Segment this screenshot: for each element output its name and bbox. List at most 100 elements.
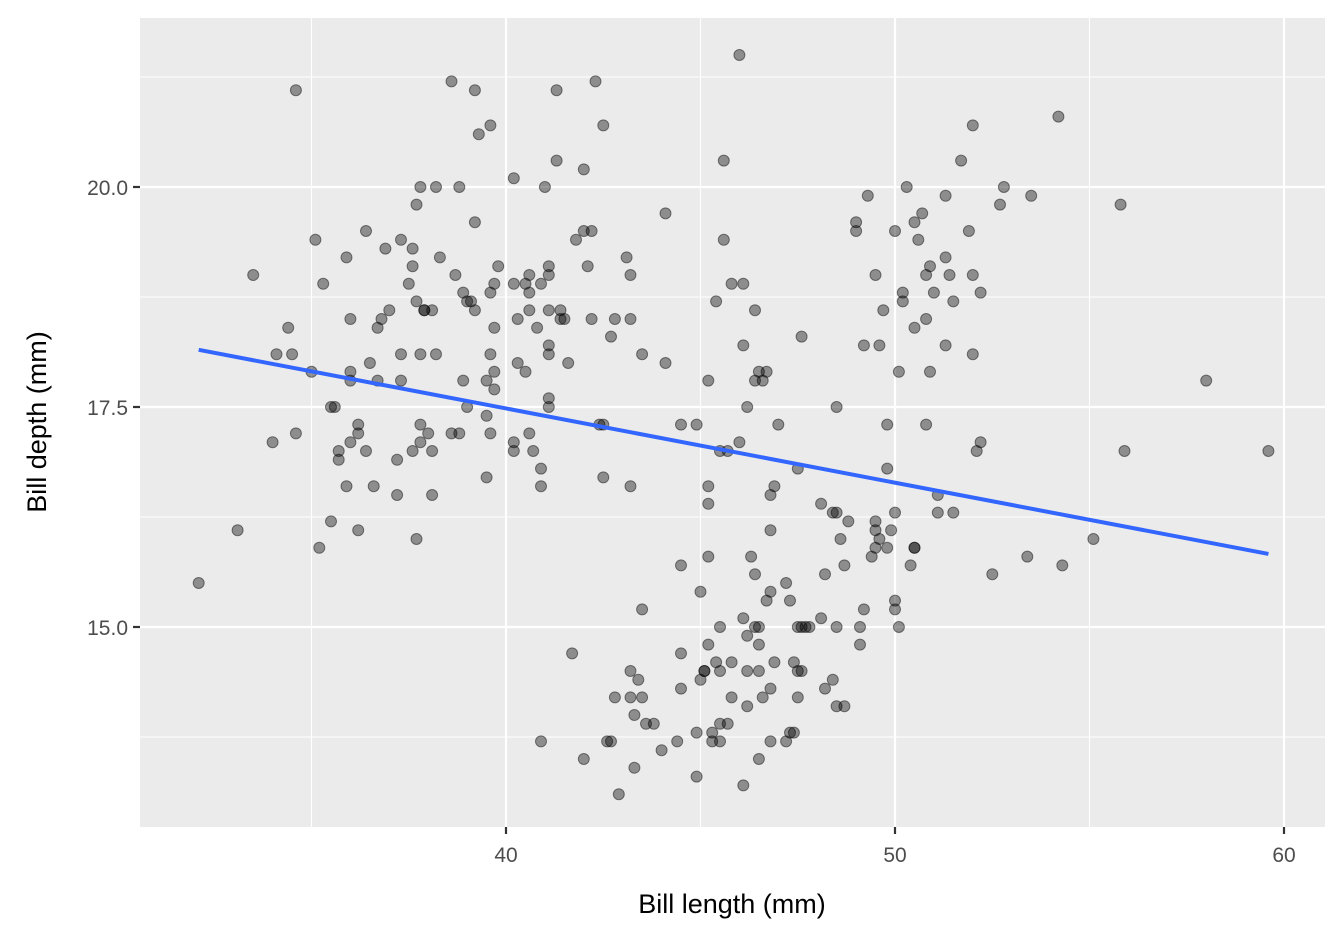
data-point [834,533,847,545]
data-point [795,330,808,343]
data-point [647,717,660,730]
data-point [352,427,365,440]
data-point [733,436,746,449]
data-point [192,577,205,589]
data-point [850,225,863,237]
data-point [702,497,715,510]
data-point [780,735,793,748]
data-point [395,374,407,387]
data-point [717,233,730,246]
data-point [826,673,839,686]
data-point [418,304,431,317]
data-point [869,541,882,554]
data-point [492,260,505,273]
data-point [869,269,882,281]
data-point [939,339,952,352]
data-point [286,348,299,361]
data-point [830,401,843,413]
data-point [488,383,501,396]
data-point [908,216,921,229]
data-point [725,691,738,704]
data-point [577,163,590,176]
data-point [714,665,726,677]
data-point [309,233,322,246]
data-point [624,665,637,677]
data-point [430,348,442,361]
data-point [714,717,726,730]
data-point [717,154,730,167]
data-point [799,621,812,633]
data-point [997,181,1010,193]
data-point [344,436,357,449]
data-point [628,761,641,774]
y-axis-title: Bill depth (mm) [22,331,52,513]
data-point [873,339,886,352]
data-point [784,594,796,607]
data-point [480,409,493,422]
data-point [562,357,575,369]
data-point [885,524,898,537]
data-point [889,506,901,519]
data-point [745,550,758,563]
data-point [706,735,719,748]
data-point [830,700,843,713]
data-point [737,277,750,290]
data-point [861,189,874,202]
data-point [468,216,481,229]
data-point [749,304,761,317]
data-point [966,269,979,281]
data-point [352,524,365,537]
data-point [601,735,614,748]
data-point [690,770,703,783]
data-points [192,49,1275,801]
data-point [749,621,761,633]
data-point [325,515,337,528]
data-point [328,401,341,413]
data-point [325,401,337,413]
data-point [414,436,427,449]
data-point [422,427,435,440]
data-point [702,638,715,651]
data-point [558,313,571,325]
data-point [484,286,497,299]
data-point [966,348,979,361]
data-point [632,673,645,686]
data-point [538,181,551,193]
data-point [787,656,800,669]
data-point [702,480,715,493]
data-point [449,269,462,281]
y-tick-label: 20.0 [87,177,128,200]
x-axis: 40 50 60 [494,827,1296,867]
data-point [714,735,726,748]
data-point [962,225,975,237]
data-point [659,207,672,220]
data-point [854,638,866,651]
data-point [986,568,999,581]
data-point [433,251,446,264]
data-point [484,348,497,361]
data-point [620,251,633,264]
data-point [410,198,423,211]
data-point [764,682,777,695]
data-point [675,559,687,572]
data-point [313,541,326,554]
data-point [484,427,497,440]
data-point [974,286,987,299]
data-point [1262,445,1275,457]
data-point [317,277,330,290]
data-point [445,75,458,88]
data-point [523,304,536,317]
data-point [535,480,547,493]
data-point [636,691,649,704]
data-point [764,585,777,598]
data-point [581,260,594,273]
data-point [1118,445,1131,457]
data-point [414,348,427,361]
data-point [406,260,419,273]
data-point [391,453,404,466]
data-point [784,726,796,739]
data-point [344,365,357,378]
data-point [694,585,707,598]
data-point [943,269,956,281]
